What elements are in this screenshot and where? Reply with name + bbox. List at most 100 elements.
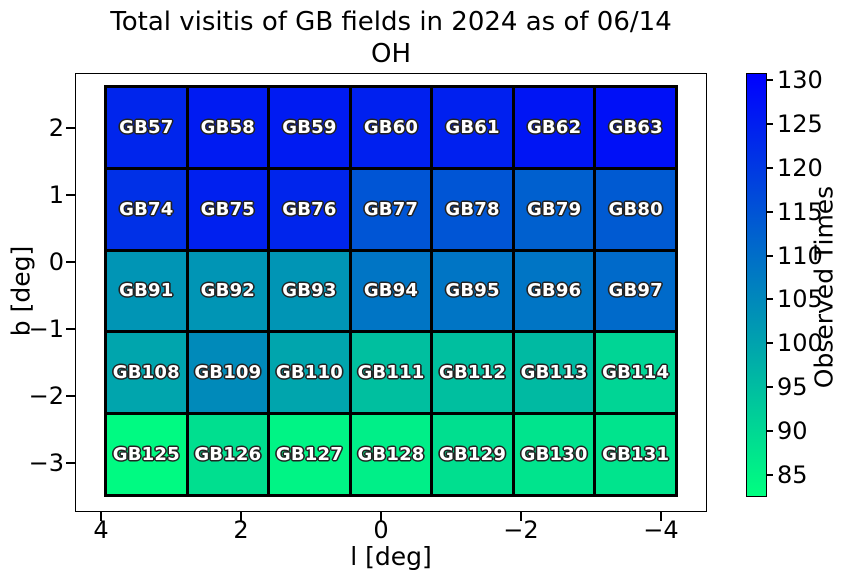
- x-tick-label: −2: [503, 516, 539, 544]
- heatmap-cell-gb128: GB128: [351, 415, 431, 494]
- heatmap-cell-gb130: GB130: [514, 415, 594, 494]
- heatmap-cell-gb112: GB112: [433, 333, 512, 413]
- field-label: GB113: [520, 362, 588, 384]
- field-label: GB128: [357, 444, 425, 466]
- heatmap-cell-gb77: GB77: [351, 169, 431, 249]
- field-label: GB97: [608, 280, 663, 302]
- field-label: GB76: [282, 198, 337, 220]
- field-label: GB59: [282, 116, 337, 138]
- y-tick-label: −3: [28, 449, 64, 477]
- x-tick-mark: [380, 512, 382, 521]
- colorbar-tick-label: 125: [777, 109, 823, 138]
- heatmap-cell-gb76: GB76: [270, 169, 349, 249]
- heatmap-cell-gb113: GB113: [514, 333, 594, 413]
- heatmap-cell-gb79: GB79: [514, 169, 594, 249]
- y-tick-mark: [66, 194, 75, 196]
- field-label: GB126: [194, 444, 262, 466]
- heatmap-cell-gb57: GB57: [107, 88, 186, 167]
- field-label: GB63: [608, 116, 663, 138]
- field-label: GB93: [282, 280, 337, 302]
- heatmap-cell-gb92: GB92: [188, 251, 268, 331]
- field-label: GB112: [439, 362, 507, 384]
- field-label: GB130: [520, 444, 588, 466]
- x-tick-mark: [520, 512, 522, 521]
- y-tick-label: 0: [48, 248, 64, 276]
- colorbar-tick-mark: [767, 342, 773, 345]
- chart-title-line2: OH: [370, 39, 412, 70]
- heatmap-cell-gb80: GB80: [596, 169, 675, 249]
- colorbar-tick-label: 130: [777, 66, 823, 95]
- heatmap-cell-gb74: GB74: [107, 169, 186, 249]
- x-tick-label: −4: [643, 516, 679, 544]
- y-tick-label: 1: [48, 181, 64, 209]
- heatmap-cell-gb93: GB93: [270, 251, 349, 331]
- y-tick-mark: [66, 328, 75, 330]
- field-label: GB109: [194, 362, 262, 384]
- heatmap-cell-gb108: GB108: [107, 333, 186, 413]
- colorbar-tick-label: 105: [777, 285, 823, 314]
- heatmap-cell-gb127: GB127: [270, 415, 349, 494]
- field-label: GB111: [357, 362, 425, 384]
- x-tick-mark: [660, 512, 662, 521]
- heatmap-cell-gb129: GB129: [433, 415, 512, 494]
- colorbar-tick-label: 110: [777, 241, 823, 270]
- y-axis-label: b [deg]: [6, 245, 36, 337]
- field-label: GB125: [112, 444, 180, 466]
- chart-title-line1: Total visitis of GB fields in 2024 as of…: [110, 7, 672, 37]
- field-label: GB78: [445, 198, 500, 220]
- colorbar-tick-mark: [767, 386, 773, 389]
- colorbar-tick-label: 120: [777, 153, 823, 182]
- field-label: GB91: [119, 280, 174, 302]
- y-tick-mark: [66, 462, 75, 464]
- colorbar-tick-label: 85: [777, 461, 808, 490]
- field-label: GB114: [602, 362, 670, 384]
- field-label: GB96: [526, 280, 582, 302]
- colorbar-tick-mark: [767, 430, 773, 433]
- colorbar-tick-mark: [767, 79, 773, 82]
- heatmap-cell-gb131: GB131: [596, 415, 675, 494]
- colorbar-tick-mark: [767, 254, 773, 257]
- heatmap-grid: GB57 GB58 GB59 GB60 GB61 GB62 GB63 GB74 GB75 GB76…: [104, 85, 678, 497]
- x-tick-mark: [240, 512, 242, 521]
- colorbar-tick-label: 115: [777, 197, 823, 226]
- heatmap-cell-gb58: GB58: [188, 88, 268, 167]
- field-label: GB77: [363, 198, 419, 220]
- heatmap-cell-gb97: GB97: [596, 251, 675, 331]
- field-label: GB94: [363, 280, 419, 302]
- colorbar-label: Observed Times: [809, 185, 839, 389]
- heatmap-cell-gb62: GB62: [514, 88, 594, 167]
- y-tick-mark: [66, 127, 75, 129]
- y-tick-label: −2: [28, 382, 64, 410]
- x-tick-label: 2: [233, 516, 249, 544]
- field-label: GB75: [200, 198, 256, 220]
- heatmap-cell-gb109: GB109: [188, 333, 268, 413]
- field-label: GB129: [439, 444, 507, 466]
- heatmap-cell-gb95: GB95: [433, 251, 512, 331]
- x-tick-mark: [100, 512, 102, 521]
- heatmap-cell-gb78: GB78: [433, 169, 512, 249]
- field-label: GB127: [275, 444, 343, 466]
- heatmap-cell-gb96: GB96: [514, 251, 594, 331]
- heatmap-cell-gb126: GB126: [188, 415, 268, 494]
- field-label: GB108: [112, 362, 180, 384]
- heatmap-cell-gb75: GB75: [188, 169, 268, 249]
- heatmap-cell-gb63: GB63: [596, 88, 675, 167]
- heatmap-cell-gb125: GB125: [107, 415, 186, 494]
- field-label: GB61: [445, 116, 500, 138]
- heatmap-cell-gb111: GB111: [351, 333, 431, 413]
- field-label: GB131: [602, 444, 670, 466]
- field-label: GB74: [119, 198, 174, 220]
- x-axis-label: l [deg]: [350, 542, 432, 571]
- field-label: GB62: [526, 116, 582, 138]
- field-label: GB110: [275, 362, 343, 384]
- field-label: GB60: [363, 116, 419, 138]
- field-label: GB95: [445, 280, 500, 302]
- colorbar: [746, 73, 767, 497]
- field-label: GB92: [200, 280, 256, 302]
- heatmap-cell-gb114: GB114: [596, 333, 675, 413]
- heatmap-cell-gb59: GB59: [270, 88, 349, 167]
- colorbar-tick-mark: [767, 474, 773, 477]
- y-tick-mark: [66, 395, 75, 397]
- y-tick-mark: [66, 261, 75, 263]
